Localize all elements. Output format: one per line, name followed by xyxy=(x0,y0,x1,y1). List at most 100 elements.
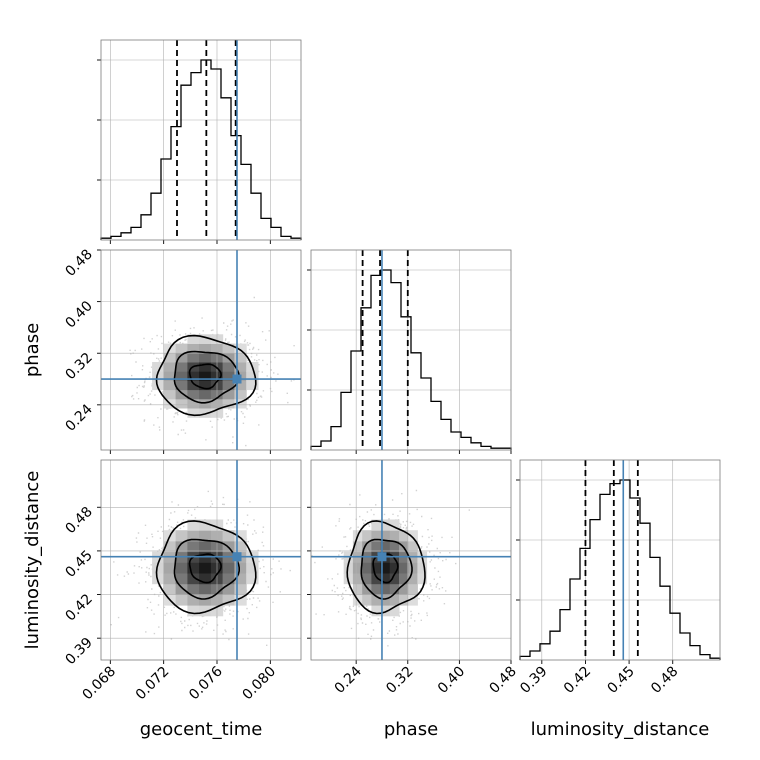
contour-phase-luminosity_distance-2 xyxy=(346,520,426,615)
density-cell-geocent_time-phase xyxy=(187,334,200,344)
density-cell-phase-luminosity_distance xyxy=(352,562,363,574)
density-cell-geocent_time-luminosity_distance xyxy=(163,573,177,585)
contour-geocent_time-luminosity_distance-1 xyxy=(173,538,240,600)
density-cell-phase-luminosity_distance xyxy=(371,562,382,574)
x-axis-label-phase: phase xyxy=(384,719,438,740)
density-cell-geocent_time-phase xyxy=(199,352,212,363)
density-cell-geocent_time-luminosity_distance xyxy=(187,605,200,617)
density-cell-phase-luminosity_distance xyxy=(399,530,409,542)
xtick-label-luminosity_distance-3: 0.48 xyxy=(648,664,681,697)
density-cell-phase-luminosity_distance xyxy=(362,540,372,553)
ytick-label-phase-0: 0.24 xyxy=(62,401,95,434)
density-cell-geocent_time-phase xyxy=(222,389,235,400)
density-cell-geocent_time-phase xyxy=(222,343,235,354)
density-cell-geocent_time-luminosity_distance xyxy=(222,583,235,595)
density-cell-geocent_time-luminosity_distance xyxy=(234,540,247,553)
density-cell-geocent_time-luminosity_distance xyxy=(175,573,188,585)
contour-geocent_time-luminosity_distance-2 xyxy=(155,520,257,615)
density-cell-geocent_time-phase xyxy=(222,371,235,381)
density-cell-phase-luminosity_distance xyxy=(380,594,391,606)
density-cell-phase-luminosity_distance xyxy=(389,562,400,574)
histogram-phase xyxy=(310,269,512,450)
density-cell-phase-luminosity_distance xyxy=(362,573,372,585)
density-cell-geocent_time-luminosity_distance xyxy=(187,583,200,595)
density-cell-geocent_time-phase xyxy=(234,380,247,391)
density-cell-phase-luminosity_distance xyxy=(408,540,418,553)
density-cell-geocent_time-phase xyxy=(163,371,177,381)
contour-geocent_time-phase-1 xyxy=(173,350,240,404)
density-cell-phase-luminosity_distance xyxy=(371,573,382,585)
panel-phase-vs-luminosity_distance-frame xyxy=(310,459,512,661)
density-cell-geocent_time-luminosity_distance xyxy=(175,530,188,542)
density-cell-geocent_time-luminosity_distance xyxy=(163,583,177,595)
density-cell-geocent_time-phase xyxy=(234,398,247,409)
density-cell-phase-luminosity_distance xyxy=(371,519,382,531)
marks-layer xyxy=(97,40,721,664)
density-cell-geocent_time-luminosity_distance xyxy=(175,540,188,553)
xtick-label-geocent_time-3: 0.080 xyxy=(239,664,279,704)
density-cell-phase-luminosity_distance xyxy=(371,605,382,617)
truth-marker-phase-luminosity_distance xyxy=(377,552,387,562)
ytick-label-phase-1: 0.32 xyxy=(62,350,95,383)
xtick-label-geocent_time-2: 0.076 xyxy=(186,663,226,703)
density-cell-phase-luminosity_distance xyxy=(399,573,409,585)
density-cell-geocent_time-phase xyxy=(234,343,247,354)
density-cell-geocent_time-luminosity_distance xyxy=(187,530,200,542)
xtick-label-luminosity_distance-1: 0.42 xyxy=(561,664,594,697)
density-cell-geocent_time-luminosity_distance xyxy=(199,594,212,606)
density-cell-phase-luminosity_distance xyxy=(343,562,354,574)
density-cell-phase-luminosity_distance xyxy=(352,583,363,595)
density-cell-geocent_time-phase xyxy=(163,389,177,400)
density-cell-geocent_time-phase xyxy=(199,389,212,400)
contour-phase-luminosity_distance-1 xyxy=(360,538,413,600)
density-cell-geocent_time-phase xyxy=(222,398,235,409)
density-cell-geocent_time-phase xyxy=(199,334,212,344)
density-cell-geocent_time-luminosity_distance xyxy=(199,519,212,531)
density-cell-geocent_time-phase xyxy=(199,408,212,418)
density-cell-geocent_time-phase xyxy=(199,398,212,409)
density-cell-geocent_time-luminosity_distance xyxy=(175,562,188,574)
density-cell-phase-luminosity_distance xyxy=(371,530,382,542)
density-cell-phase-luminosity_distance xyxy=(352,540,363,553)
density-cell-geocent_time-phase xyxy=(163,380,177,391)
density-cell-geocent_time-phase xyxy=(187,352,200,363)
density-cell-geocent_time-phase xyxy=(187,389,200,400)
density-cell-geocent_time-luminosity_distance xyxy=(246,562,259,574)
density-cell-geocent_time-phase xyxy=(199,343,212,354)
density-cell-geocent_time-luminosity_distance xyxy=(163,540,177,553)
density-cell-phase-luminosity_distance xyxy=(380,519,391,531)
contour-phase-luminosity_distance-0 xyxy=(372,553,399,584)
density-cell-phase-luminosity_distance xyxy=(417,573,428,585)
density-cell-geocent_time-luminosity_distance xyxy=(246,573,259,585)
density-cell-phase-luminosity_distance xyxy=(371,583,382,595)
contour-geocent_time-luminosity_distance-0 xyxy=(188,553,222,584)
density-cell-phase-luminosity_distance xyxy=(417,562,428,574)
y-axis-label-phase: phase xyxy=(22,323,43,377)
density-cell-geocent_time-luminosity_distance xyxy=(199,605,212,617)
contour-geocent_time-phase-0 xyxy=(188,363,222,390)
y-axis-label-luminosity_distance: luminosity_distance xyxy=(22,471,43,650)
histogram-geocent_time xyxy=(100,59,302,240)
density-cell-phase-luminosity_distance xyxy=(399,583,409,595)
density-cell-geocent_time-phase xyxy=(163,352,177,363)
density-cell-geocent_time-phase xyxy=(187,380,200,391)
density-cell-geocent_time-luminosity_distance xyxy=(199,583,212,595)
density-cell-phase-luminosity_distance xyxy=(389,605,400,617)
density-cell-geocent_time-phase xyxy=(222,362,235,372)
density-cell-phase-luminosity_distance xyxy=(380,562,391,574)
density-cell-geocent_time-phase xyxy=(234,352,247,363)
density-cell-geocent_time-phase xyxy=(175,362,188,372)
panel-luminosity_distance-frame xyxy=(519,459,721,661)
density-cell-geocent_time-luminosity_distance xyxy=(199,540,212,553)
frames-layer xyxy=(100,39,721,661)
density-cell-geocent_time-phase xyxy=(175,371,188,381)
density-cell-geocent_time-phase xyxy=(175,380,188,391)
density-cell-geocent_time-luminosity_distance xyxy=(222,562,235,574)
density-cell-phase-luminosity_distance xyxy=(389,519,400,531)
density-cell-geocent_time-phase xyxy=(187,398,200,409)
xtick-label-geocent_time-0: 0.068 xyxy=(79,664,119,704)
density-cell-geocent_time-phase xyxy=(199,380,212,391)
density-cell-geocent_time-luminosity_distance xyxy=(234,583,247,595)
xtick-label-luminosity_distance-2: 0.45 xyxy=(605,664,638,697)
